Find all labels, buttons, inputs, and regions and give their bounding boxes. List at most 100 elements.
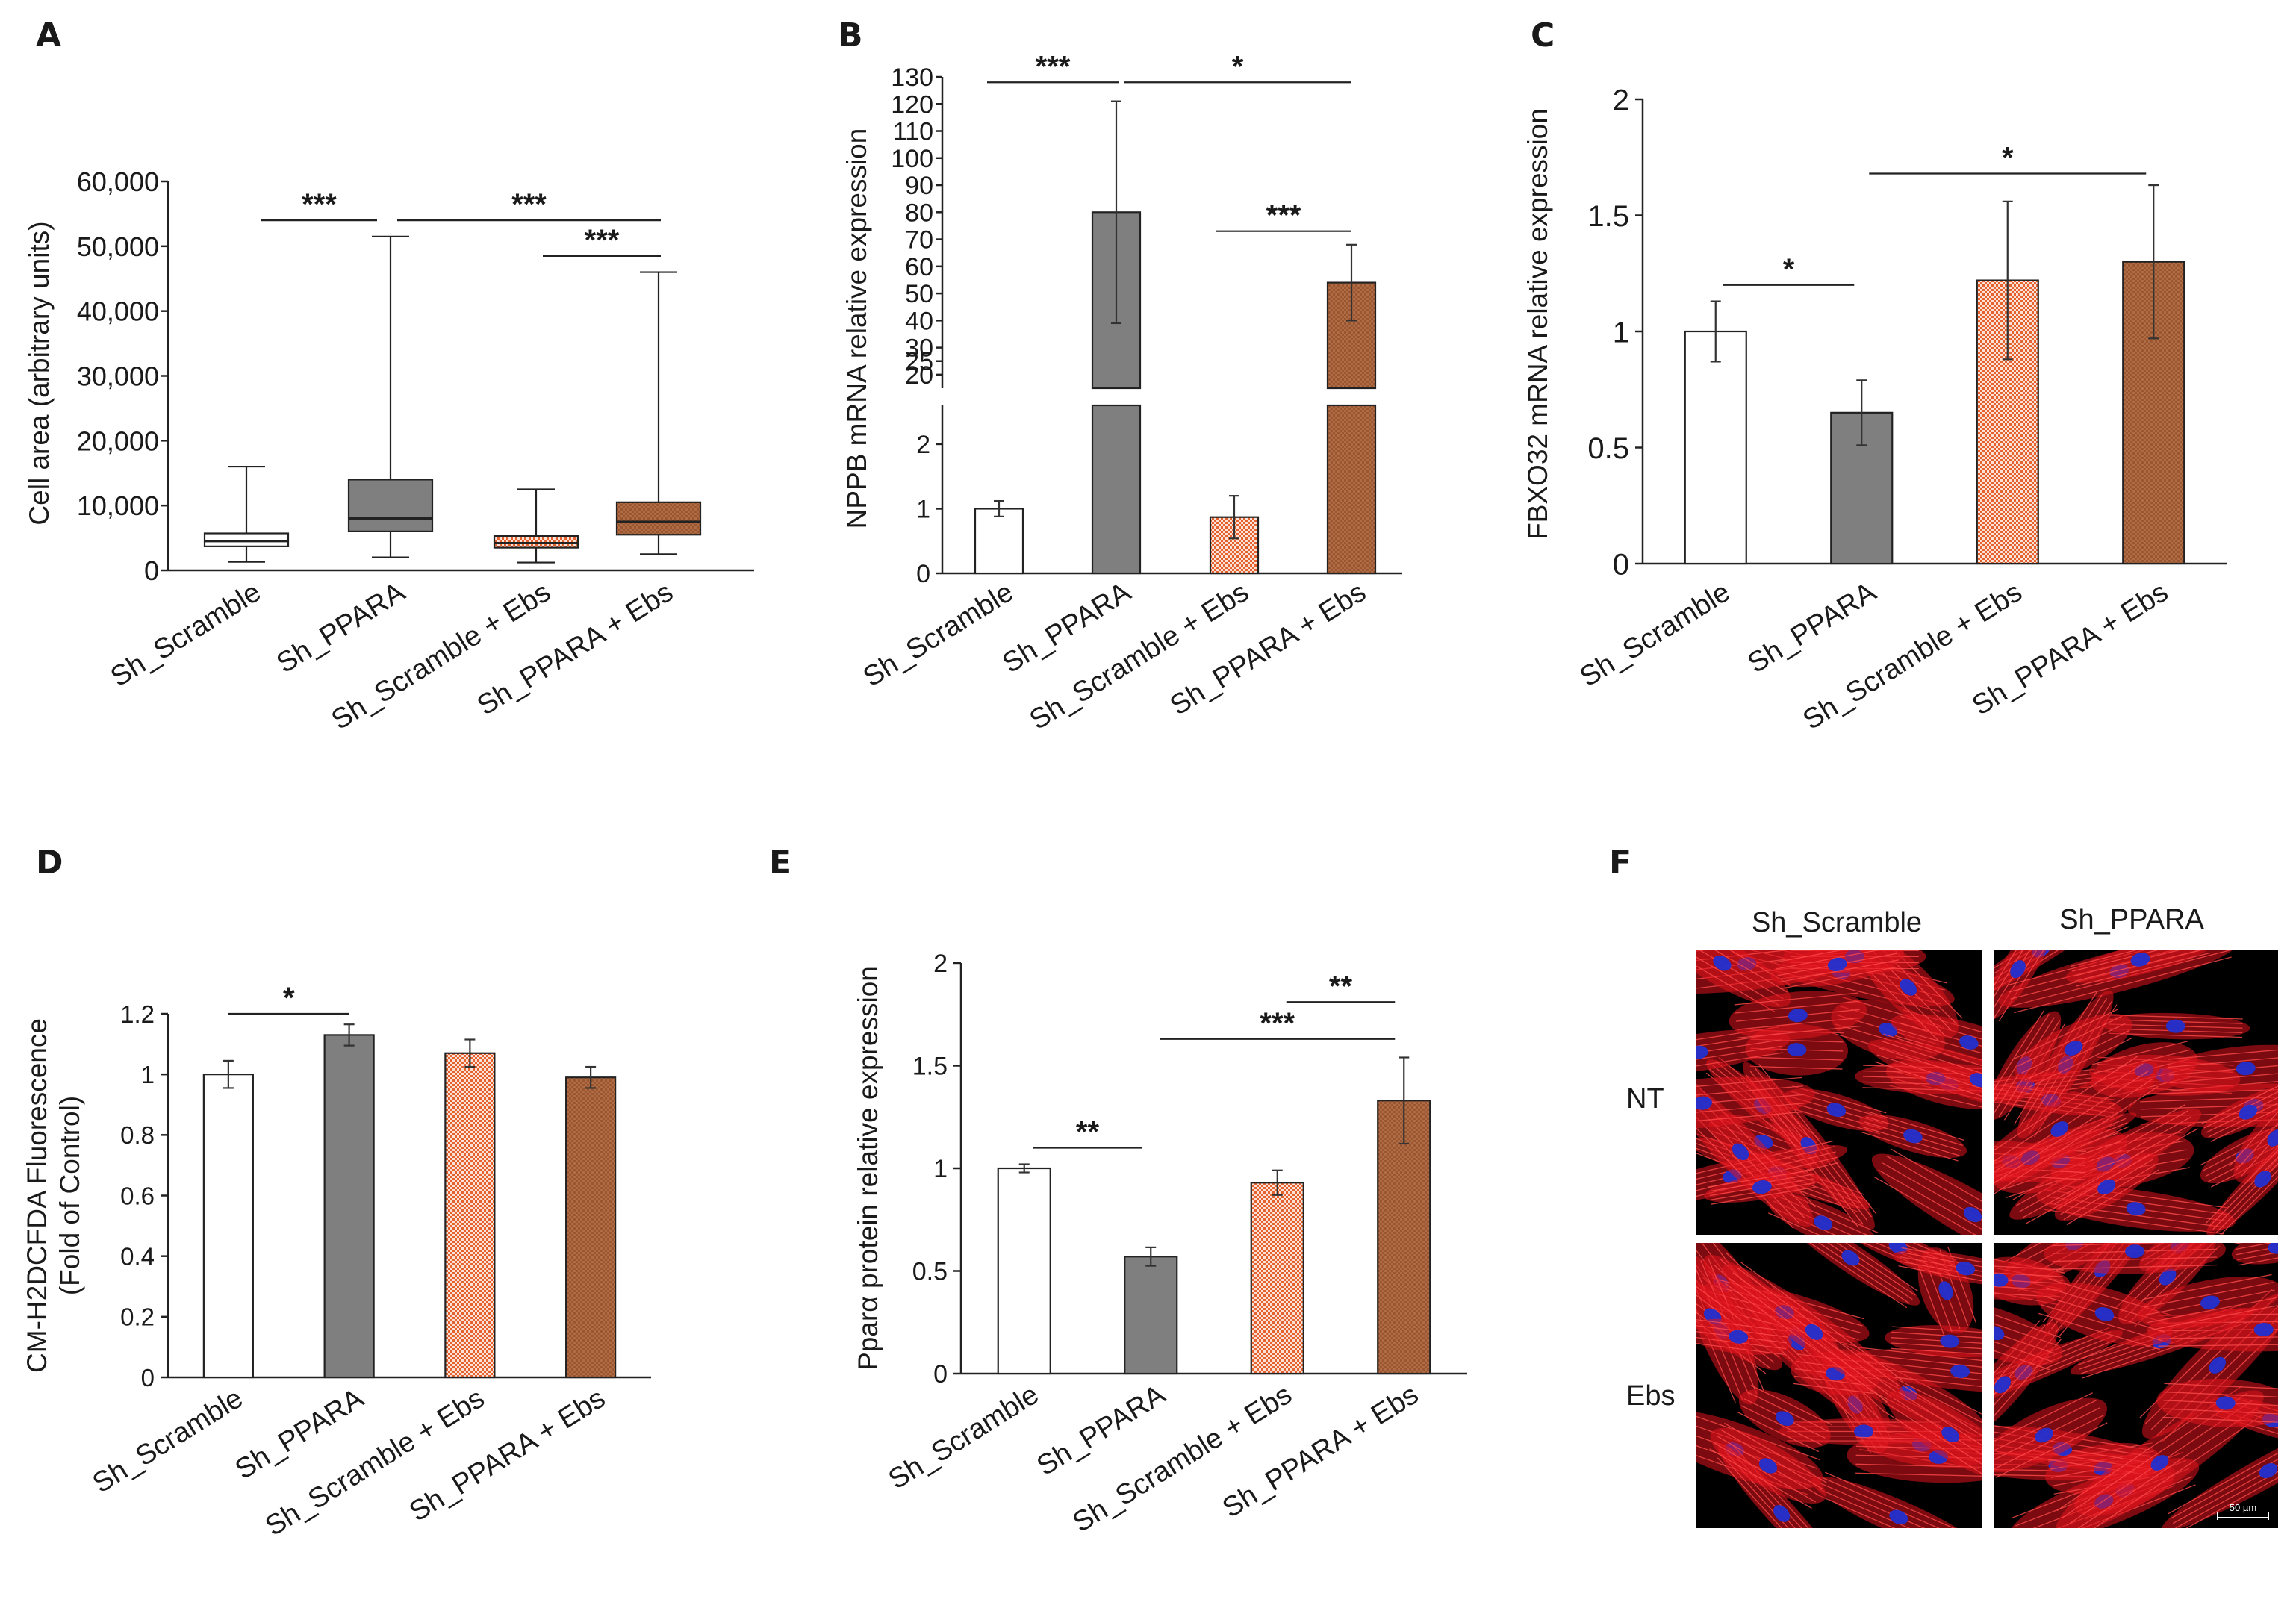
actin-fiber	[2038, 1312, 2161, 1350]
actin-fiber	[2108, 1032, 2243, 1038]
y-tick-label: 120	[891, 90, 933, 119]
y-tick-label: 1.5	[912, 1053, 948, 1081]
actin-fiber	[1737, 1025, 1861, 1038]
actin-fiber	[1740, 1261, 1904, 1382]
cell-nucleus	[1773, 1505, 1791, 1522]
actin-fiber	[1696, 1052, 1784, 1079]
x-tick-label: Sh_Scramble	[87, 1383, 249, 1500]
actin-fiber	[2163, 1391, 2278, 1398]
cell-nucleus	[1941, 1427, 1960, 1443]
scale-bar: 50 µm	[2217, 1502, 2269, 1520]
y-tick-label: 130	[891, 63, 933, 92]
actin-fiber	[1734, 992, 1858, 1006]
cell-nucleus	[1729, 1330, 1749, 1344]
box	[493, 535, 579, 549]
actin-fiber	[2094, 1049, 2191, 1074]
y-tick-label: 1	[933, 1155, 948, 1183]
actin-fiber	[1994, 1327, 2050, 1371]
significance-label: ***	[511, 188, 547, 221]
actin-fiber	[1708, 1169, 1813, 1188]
chart-a: 0 10,000 20,000 30,000 40,000 50,000 60,000 ***…	[24, 166, 754, 736]
actin-fiber	[2076, 1414, 2263, 1528]
micrograph-col-label-scramble: Sh_Scramble	[1752, 907, 1922, 938]
actin-fiber	[1889, 1405, 1982, 1478]
cell-nucleus	[2259, 1463, 2278, 1479]
actin-fiber	[1737, 1412, 1820, 1453]
cell-nucleus	[1787, 1043, 1807, 1057]
bar	[202, 1074, 254, 1379]
y-tick-label: 1	[141, 1061, 155, 1088]
x-tick-label: Sh_PPARA + Ebs	[472, 576, 679, 722]
x-tick-label: Sh_PPARA	[271, 576, 411, 680]
x-tick-label: Sh_Scramble + Ebs	[260, 1383, 490, 1542]
actin-fiber	[2237, 1244, 2278, 1261]
panel-label-f: F	[1609, 844, 1631, 882]
actin-fiber	[2071, 1407, 2258, 1528]
actin-fiber	[1994, 950, 2038, 1009]
actin-fiber	[2139, 1085, 2278, 1095]
panel-label-a: A	[36, 16, 61, 54]
bar	[444, 1052, 496, 1379]
bar	[565, 1076, 617, 1379]
cell-nucleus	[1994, 1273, 2009, 1287]
significance-label: *	[1232, 50, 1244, 83]
actin-fiber	[2162, 1416, 2278, 1424]
actin-fiber	[1736, 1017, 1861, 1030]
cell-nucleus	[2130, 953, 2150, 967]
y-tick-label: 50,000	[77, 231, 159, 262]
micrograph-sh-scramble-ebs	[1696, 1243, 1982, 1528]
chart-e: 00.511.52*******Sh_ScrambleSh_PPARASh_Sc…	[853, 950, 1467, 1539]
actin-fiber	[1878, 1169, 1982, 1235]
box	[615, 501, 702, 536]
y-tick-label: 40,000	[77, 296, 159, 327]
cell-nucleus	[2215, 1396, 2236, 1410]
cell-nucleus	[2267, 1129, 2278, 1147]
micrograph-cells	[1994, 950, 2278, 1235]
significance-label: ***	[1036, 50, 1071, 83]
actin-fiber	[1740, 1405, 1823, 1446]
actin-fiber	[1994, 1063, 2144, 1180]
y-tick-label: 0.5	[912, 1258, 948, 1286]
y-axis-title: (Fold of Control)	[55, 1096, 85, 1295]
actin-fiber	[1696, 1085, 1803, 1104]
actin-fiber	[1897, 1029, 1982, 1070]
y-tick-label: 25	[905, 348, 933, 376]
y-tick-label: 80	[905, 199, 933, 227]
actin-fiber	[1778, 959, 1899, 983]
y-tick-label: 20,000	[77, 426, 159, 456]
y-axis-title: FBXO32 mRNA relative expression	[1522, 108, 1553, 540]
actin-fiber	[2054, 1148, 2147, 1205]
actin-fiber	[1994, 1078, 2154, 1196]
cell-nucleus	[1854, 1424, 1874, 1439]
cell-nucleus	[1788, 1009, 1808, 1023]
actin-fiber	[1724, 1283, 1888, 1403]
y-tick-label: 2	[916, 431, 930, 459]
actin-fiber	[2028, 1037, 2132, 1088]
actin-fiber	[2053, 1264, 2218, 1270]
actin-fiber	[1994, 1303, 2059, 1347]
y-tick-label: 2	[933, 950, 948, 978]
cell-nucleus	[1752, 1180, 1772, 1194]
micrograph-row-label-nt: NT	[1626, 1083, 1664, 1115]
actin-fiber	[2142, 1274, 2272, 1300]
x-tick-label: Sh_PPARA + Ebs	[1165, 576, 1372, 722]
y-tick-label: 0	[141, 1364, 155, 1392]
actin-fiber	[2091, 1041, 2188, 1065]
y-tick-label: 10,000	[77, 490, 159, 521]
actin-fiber	[2167, 1045, 2278, 1060]
micrograph-sh-ppara-nt	[1994, 950, 2278, 1235]
cell-nucleus	[1950, 1364, 1970, 1378]
significance-label: **	[1076, 1116, 1100, 1149]
cell-nucleus	[1805, 1324, 1823, 1340]
cell-nucleus	[1732, 1143, 1749, 1161]
bar-lower-segment	[1326, 404, 1377, 575]
panel-label-d: D	[36, 844, 63, 882]
y-tick-label: 110	[893, 118, 933, 146]
actin-fiber	[1709, 1448, 1812, 1509]
cell-nucleus	[2125, 1244, 2145, 1259]
cell-nucleus	[2064, 1041, 2083, 1056]
actin-fiber	[1881, 1040, 1982, 1106]
actin-fiber	[1793, 1383, 1874, 1395]
cell-nucleus	[2010, 960, 2026, 979]
significance-label: *	[1783, 253, 1795, 286]
